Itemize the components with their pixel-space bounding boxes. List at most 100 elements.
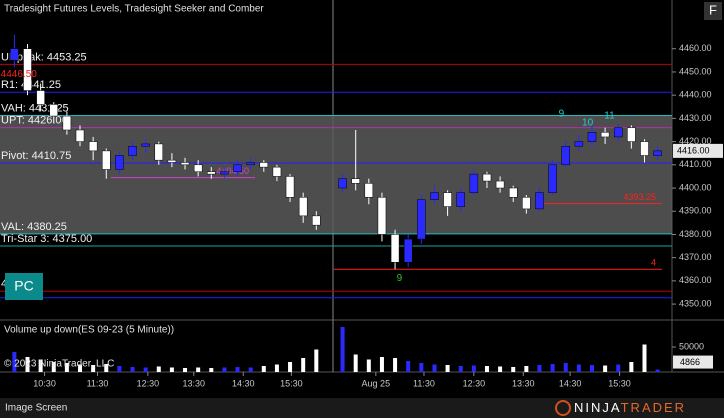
pc-button[interactable] — [5, 273, 43, 300]
candle-body — [128, 145, 137, 156]
volume-bar — [222, 367, 227, 372]
candle-body — [522, 197, 531, 210]
volume-bar — [589, 365, 594, 372]
volume-bar — [288, 362, 293, 372]
volume-bar — [38, 359, 43, 372]
candle-body — [430, 192, 439, 200]
candle-body — [443, 192, 452, 207]
level-label: Pivot: 4410.75 — [1, 150, 71, 162]
volume-bar — [130, 367, 135, 372]
volume-bar — [235, 367, 240, 372]
candle-body — [535, 192, 544, 210]
volume-bar — [537, 365, 542, 372]
price-axis: 4350.00 4360.00 4370.00 4380.00 4390.00 4400.… — [672, 43, 712, 308]
volume-bar — [406, 361, 411, 372]
level-label: 4404.50 — [217, 166, 250, 176]
volume-bar — [419, 363, 424, 372]
volume-bar — [301, 358, 306, 372]
candle-body — [298, 197, 308, 217]
volume-bar — [498, 366, 503, 372]
y-tick-label: 4400.00 — [679, 182, 712, 192]
y-tick-label: 4430.00 — [679, 113, 712, 123]
volume-bar — [353, 354, 358, 372]
volume-bar — [576, 364, 581, 372]
status-text: Image Screen — [5, 403, 67, 414]
candle-body — [23, 48, 32, 91]
y-tick-label: 4460.00 — [679, 43, 712, 53]
volume-bar — [642, 344, 647, 372]
last-volume-box — [673, 355, 713, 369]
volume-bar — [524, 366, 529, 372]
y-tick-label: 4360.00 — [679, 275, 712, 285]
candle-body — [233, 164, 242, 173]
x-tick-label: 15:30 — [280, 378, 303, 388]
candle-body — [193, 164, 203, 173]
volume-bar — [261, 366, 266, 372]
copyright: © 2023 NinjaTrader, LLC — [4, 359, 114, 370]
volume-bar — [183, 368, 188, 372]
volume-bar — [209, 368, 214, 372]
y-tick-label: 4450.00 — [679, 66, 712, 76]
volume-bar — [78, 364, 83, 372]
y-tick-label: 4420.00 — [679, 136, 712, 146]
candle-body — [62, 115, 72, 131]
candle-body — [75, 129, 85, 142]
volume-bar — [91, 365, 96, 372]
x-tick-label: 12:30 — [137, 378, 160, 388]
candle-body — [246, 162, 255, 166]
volume-bar — [393, 358, 398, 372]
volume-title: Volume up down(ES 09-23 (5 Minute)) — [4, 325, 174, 336]
candle-body — [141, 143, 150, 147]
status-bar — [0, 398, 724, 418]
volume-bar — [340, 327, 345, 372]
level-label: UPT: 4426.00 — [1, 115, 68, 127]
last-price-label: 4416.00 — [677, 145, 710, 155]
chart-title: Tradesight Futures Levels, Tradesight Se… — [4, 4, 264, 15]
y-tick-label: 4380.00 — [679, 229, 712, 239]
y-tick-label: 4350.00 — [679, 298, 712, 308]
x-tick-label: 13:30 — [183, 378, 206, 388]
volume-bar — [616, 364, 621, 372]
x-tick-label: 13:30 — [512, 378, 535, 388]
candle-body — [456, 192, 465, 207]
x-tick-label: 11:30 — [87, 378, 109, 388]
volume-bar — [511, 367, 516, 372]
candle-body — [653, 150, 662, 156]
f-button-label[interactable]: F — [709, 2, 717, 17]
y-tick-label: 4440.00 — [679, 90, 712, 100]
candle-body — [167, 159, 177, 163]
candle-body — [259, 162, 269, 168]
annotation: 4446.50 — [1, 69, 38, 80]
pc-button-label[interactable]: PC — [14, 278, 33, 294]
volume-bar — [143, 367, 148, 372]
candle-body — [403, 238, 413, 263]
volume-bar — [117, 366, 122, 372]
volume-bar — [169, 367, 174, 372]
y-tick-label: 4370.00 — [679, 252, 712, 262]
x-tick-label: 14:30 — [559, 378, 582, 388]
candle-body — [180, 162, 190, 166]
x-tick-label: 14:30 — [232, 378, 255, 388]
candle-body — [574, 141, 584, 147]
volume-bar — [655, 369, 660, 372]
candle-body — [417, 199, 426, 240]
volume-bar — [379, 357, 384, 372]
annotation: 10 — [582, 118, 594, 129]
candle-body — [390, 234, 400, 263]
annotation: 11 — [604, 111, 615, 122]
candle-body — [49, 104, 59, 117]
candle-body — [272, 166, 282, 177]
candle-body — [102, 150, 111, 170]
logo-part: NINJA — [574, 400, 621, 415]
x-tick-label: 15:30 — [608, 378, 631, 388]
candle-body — [627, 127, 636, 142]
y-tick-label: 50000 — [679, 341, 704, 351]
candle-body — [548, 164, 557, 193]
volume-bar — [25, 357, 30, 372]
level-label: Tri-Star 3: 4375.00 — [1, 233, 92, 245]
x-tick-label: Aug 25 — [362, 378, 391, 388]
volume-bar — [603, 365, 608, 372]
f-button[interactable] — [704, 2, 722, 20]
last-price-box — [673, 143, 723, 158]
